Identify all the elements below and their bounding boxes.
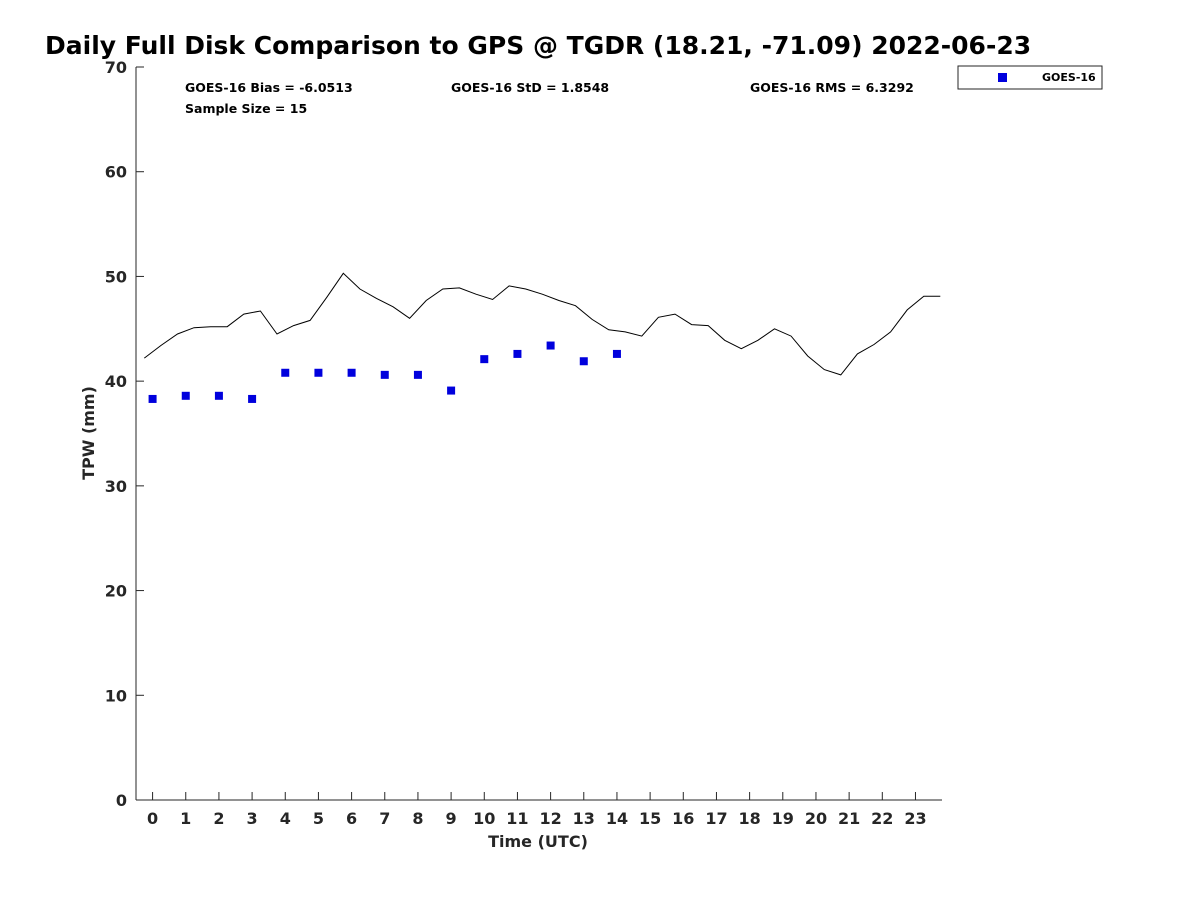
goes-16-point bbox=[380, 370, 389, 379]
x-tick-label: 13 bbox=[573, 809, 595, 828]
y-tick-label: 70 bbox=[105, 58, 127, 77]
x-ticks: 0 1 2 3 4 5 6 7 8 9 10 11 12 13 14 15 16 17 18 19 20 21 22 23 bbox=[147, 792, 927, 828]
x-tick-label: 8 bbox=[412, 809, 423, 828]
x-tick-label: 21 bbox=[838, 809, 860, 828]
x-tick-label: 18 bbox=[738, 809, 760, 828]
x-tick-label: 16 bbox=[672, 809, 694, 828]
x-tick-label: 6 bbox=[346, 809, 357, 828]
y-ticks: 0 10 20 30 40 50 60 70 bbox=[105, 58, 144, 810]
x-tick-label: 12 bbox=[539, 809, 561, 828]
x-tick-label: 9 bbox=[446, 809, 457, 828]
x-tick-label: 14 bbox=[606, 809, 628, 828]
gps-series bbox=[143, 272, 941, 376]
goes-16-point bbox=[612, 349, 621, 358]
goes-16-point bbox=[181, 391, 190, 400]
legend-box bbox=[957, 65, 1103, 90]
goes-16-point bbox=[513, 349, 522, 358]
goes-16-point bbox=[347, 368, 356, 377]
y-tick-label: 50 bbox=[105, 267, 127, 286]
legend: GOES-16 bbox=[957, 65, 1103, 90]
x-tick-label: 2 bbox=[213, 809, 224, 828]
gps-line bbox=[143, 272, 941, 376]
goes-16-point bbox=[281, 368, 290, 377]
x-tick-label: 11 bbox=[506, 809, 528, 828]
legend-marker-goes-16 bbox=[998, 73, 1007, 82]
y-tick-label: 0 bbox=[116, 791, 127, 810]
legend-label-goes-16: GOES-16 bbox=[1042, 71, 1096, 84]
x-tick-label: 3 bbox=[247, 809, 258, 828]
goes-16-series bbox=[148, 341, 621, 403]
stat-sample-size: Sample Size = 15 bbox=[185, 101, 307, 116]
x-tick-label: 10 bbox=[473, 809, 495, 828]
x-tick-label: 5 bbox=[313, 809, 324, 828]
y-tick-label: 30 bbox=[105, 477, 127, 496]
x-tick-label: 4 bbox=[280, 809, 291, 828]
x-tick-label: 0 bbox=[147, 809, 158, 828]
y-tick-label: 20 bbox=[105, 582, 127, 601]
goes-16-point bbox=[447, 386, 456, 395]
goes-16-point bbox=[579, 357, 588, 366]
chart-title: Daily Full Disk Comparison to GPS @ TGDR… bbox=[45, 31, 1031, 60]
x-tick-label: 7 bbox=[379, 809, 390, 828]
goes-16-point bbox=[546, 341, 555, 350]
stat-std: GOES-16 StD = 1.8548 bbox=[451, 80, 609, 95]
goes-16-point bbox=[314, 368, 323, 377]
x-axis-label: Time (UTC) bbox=[488, 832, 588, 851]
y-tick-label: 40 bbox=[105, 372, 127, 391]
goes-16-point bbox=[413, 370, 422, 379]
x-tick-label: 20 bbox=[805, 809, 827, 828]
stat-rms: GOES-16 RMS = 6.3292 bbox=[750, 80, 914, 95]
axes bbox=[135, 67, 942, 801]
x-tick-label: 23 bbox=[904, 809, 926, 828]
goes-16-point bbox=[480, 355, 489, 364]
x-tick-label: 17 bbox=[705, 809, 727, 828]
goes-16-point bbox=[214, 391, 223, 400]
goes-16-point bbox=[148, 394, 157, 403]
x-tick-label: 19 bbox=[772, 809, 794, 828]
x-tick-label: 1 bbox=[180, 809, 191, 828]
goes-16-point bbox=[248, 394, 257, 403]
x-tick-label: 22 bbox=[871, 809, 893, 828]
stat-bias: GOES-16 Bias = -6.0513 bbox=[185, 80, 353, 95]
y-tick-label: 60 bbox=[105, 163, 127, 182]
y-tick-label: 10 bbox=[105, 686, 127, 705]
x-tick-label: 15 bbox=[639, 809, 661, 828]
y-axis-label: TPW (mm) bbox=[79, 386, 98, 480]
